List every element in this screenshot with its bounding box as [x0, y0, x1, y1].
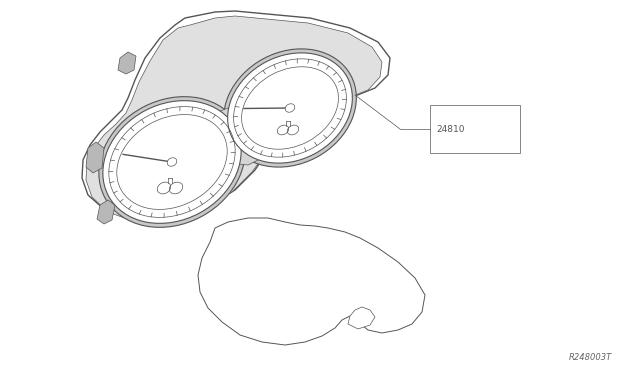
Polygon shape [82, 11, 390, 220]
Ellipse shape [116, 115, 227, 209]
Bar [430, 105, 520, 153]
Polygon shape [97, 200, 115, 224]
Ellipse shape [167, 158, 177, 166]
Polygon shape [210, 108, 272, 165]
Ellipse shape [99, 97, 245, 227]
Polygon shape [348, 307, 375, 329]
Ellipse shape [241, 67, 339, 149]
Ellipse shape [285, 104, 295, 112]
Polygon shape [198, 218, 425, 345]
Ellipse shape [223, 49, 356, 167]
Polygon shape [118, 52, 136, 74]
Ellipse shape [103, 101, 241, 223]
Ellipse shape [228, 53, 353, 163]
Text: 24810: 24810 [436, 125, 465, 134]
Polygon shape [86, 16, 382, 222]
Text: R248003T: R248003T [569, 353, 612, 362]
Polygon shape [86, 142, 104, 173]
